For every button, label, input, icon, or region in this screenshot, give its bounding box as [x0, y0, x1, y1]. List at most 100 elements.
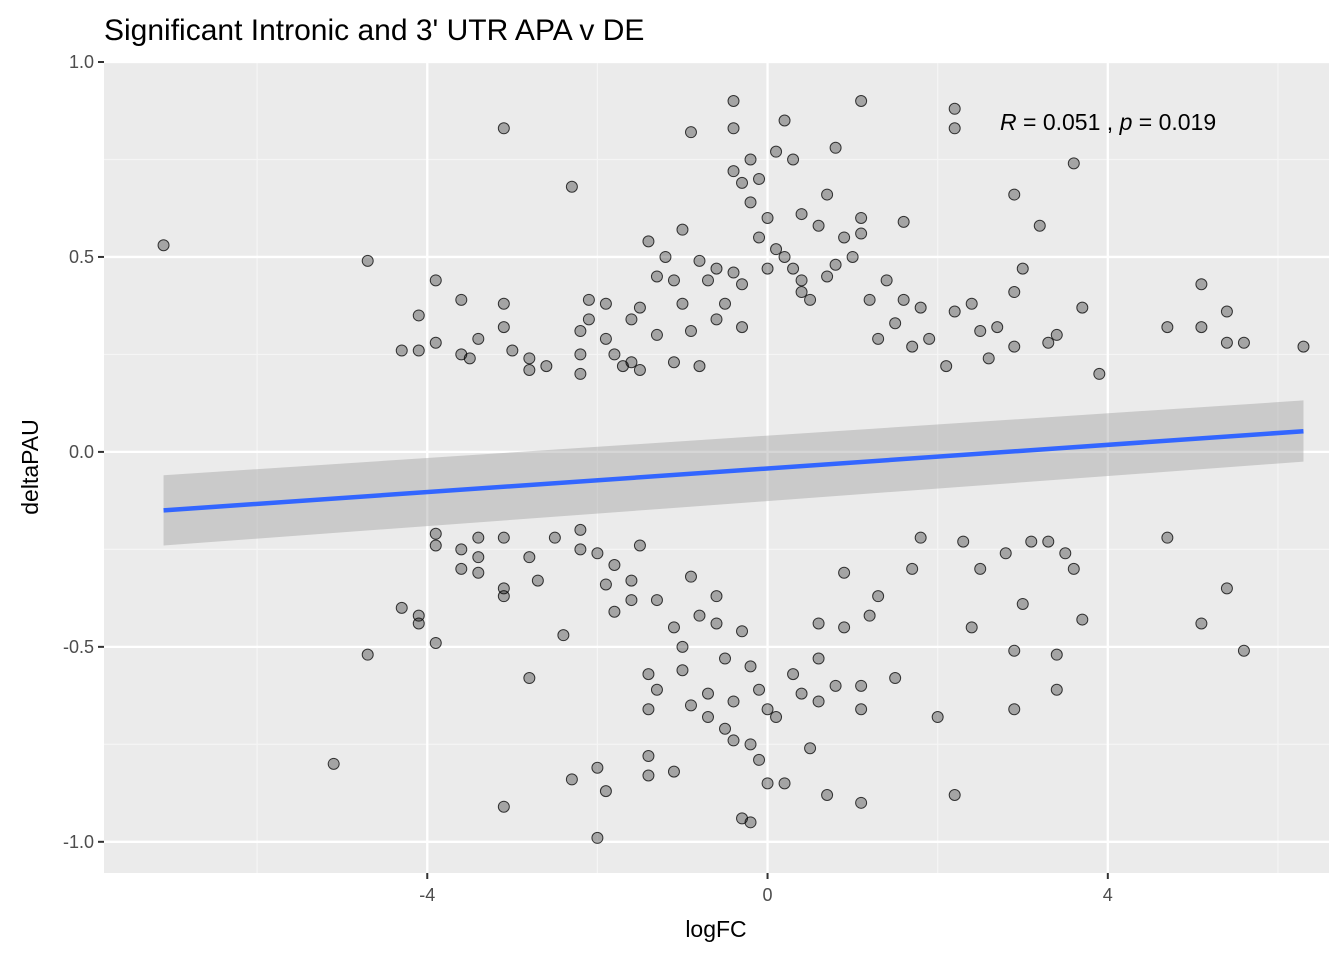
data-point [693, 360, 706, 373]
data-point [633, 301, 646, 314]
data-point [667, 356, 680, 369]
data-point [1237, 644, 1250, 657]
data-point [940, 360, 953, 373]
data-point [676, 640, 689, 653]
data-point [829, 258, 842, 271]
data-point [1025, 535, 1038, 548]
data-point [1076, 301, 1089, 314]
data-point [889, 672, 902, 685]
data-point [684, 126, 697, 139]
data-point [472, 566, 485, 579]
data-point [523, 352, 536, 365]
data-point [727, 122, 740, 135]
data-point [701, 274, 714, 287]
data-point [727, 734, 740, 747]
data-point [625, 313, 638, 326]
data-point [710, 617, 723, 630]
data-point [557, 629, 570, 642]
data-point [744, 660, 757, 673]
data-point [591, 547, 604, 560]
data-point [914, 301, 927, 314]
data-point [821, 270, 834, 283]
regression-line-layer [163, 428, 1304, 513]
data-point [608, 348, 621, 361]
data-point [455, 543, 468, 556]
data-point [1220, 336, 1233, 349]
data-point [795, 687, 808, 700]
data-point [693, 254, 706, 267]
data-point [429, 527, 442, 540]
data-point [591, 831, 604, 844]
data-point [753, 753, 766, 766]
data-point [736, 321, 749, 334]
data-point [719, 722, 732, 735]
data-point [608, 558, 621, 571]
data-point [753, 172, 766, 185]
data-point [574, 543, 587, 556]
data-point [1008, 286, 1021, 299]
data-point [872, 332, 885, 345]
data-point [548, 531, 561, 544]
r-symbol: R [1000, 109, 1017, 135]
data-point [761, 703, 774, 716]
data-point [795, 208, 808, 221]
data-point [1050, 328, 1063, 341]
data-point [744, 153, 757, 166]
data-point [582, 313, 595, 326]
data-point [855, 227, 868, 240]
data-point [838, 231, 851, 244]
data-point [650, 683, 663, 696]
y-tick-label: 0.0 [69, 442, 94, 462]
data-point [744, 738, 757, 751]
y-axis-title: deltaPAU [17, 419, 43, 514]
data-point [667, 274, 680, 287]
data-point [472, 531, 485, 544]
data-point [412, 344, 425, 357]
data-point [497, 297, 510, 310]
data-point [753, 231, 766, 244]
data-point [642, 235, 655, 248]
data-point [633, 364, 646, 377]
data-point [736, 176, 749, 189]
points-layer [157, 94, 1310, 844]
data-point [361, 254, 374, 267]
data-point [497, 321, 510, 334]
data-point [523, 364, 536, 377]
data-point [872, 590, 885, 603]
data-point [463, 352, 476, 365]
x-tick-label: 4 [1103, 885, 1113, 905]
data-point [625, 594, 638, 607]
data-point [608, 605, 621, 618]
data-point [1008, 703, 1021, 716]
data-point [829, 141, 842, 154]
y-tick-label: -1.0 [63, 832, 94, 852]
data-point [778, 114, 791, 127]
data-point [684, 570, 697, 583]
data-point [965, 297, 978, 310]
data-point [855, 679, 868, 692]
data-point [625, 356, 638, 369]
data-point [676, 297, 689, 310]
data-point [957, 535, 970, 548]
data-point [727, 695, 740, 708]
data-point [693, 609, 706, 622]
data-point [863, 609, 876, 622]
data-point [497, 590, 510, 603]
data-point [429, 636, 442, 649]
data-point [676, 664, 689, 677]
data-point [787, 262, 800, 275]
data-point [650, 328, 663, 341]
data-point [812, 652, 825, 665]
data-point [642, 703, 655, 716]
data-point [659, 250, 672, 263]
data-point [1161, 321, 1174, 334]
data-point [948, 305, 961, 318]
data-point [710, 262, 723, 275]
data-point [633, 539, 646, 552]
data-point [795, 274, 808, 287]
data-point [787, 668, 800, 681]
data-point [574, 523, 587, 536]
data-point [727, 266, 740, 279]
data-point [812, 617, 825, 630]
data-point [761, 777, 774, 790]
